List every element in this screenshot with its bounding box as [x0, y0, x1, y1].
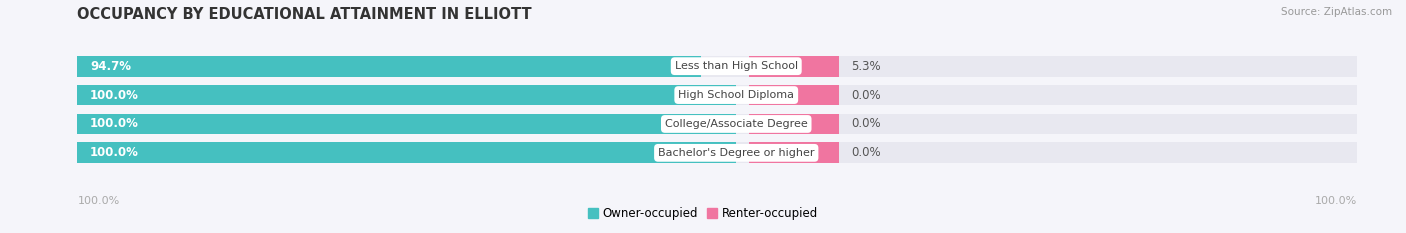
- Text: 100.0%: 100.0%: [90, 117, 139, 130]
- Bar: [77, 142, 737, 163]
- Bar: [77, 85, 737, 106]
- Text: 0.0%: 0.0%: [852, 146, 882, 159]
- Text: 0.0%: 0.0%: [852, 89, 882, 102]
- Text: 100.0%: 100.0%: [1315, 196, 1357, 206]
- Bar: [749, 56, 838, 77]
- Bar: [749, 85, 838, 106]
- Bar: [77, 113, 1357, 134]
- Bar: [749, 113, 838, 134]
- Text: 100.0%: 100.0%: [77, 196, 120, 206]
- Text: 94.7%: 94.7%: [90, 60, 131, 73]
- Text: 100.0%: 100.0%: [90, 89, 139, 102]
- Bar: [77, 56, 1357, 77]
- Text: College/Associate Degree: College/Associate Degree: [665, 119, 807, 129]
- Legend: Owner-occupied, Renter-occupied: Owner-occupied, Renter-occupied: [583, 202, 823, 225]
- Text: OCCUPANCY BY EDUCATIONAL ATTAINMENT IN ELLIOTT: OCCUPANCY BY EDUCATIONAL ATTAINMENT IN E…: [77, 7, 531, 22]
- Text: 0.0%: 0.0%: [852, 117, 882, 130]
- Bar: [77, 56, 702, 77]
- Bar: [749, 142, 838, 163]
- Text: High School Diploma: High School Diploma: [678, 90, 794, 100]
- Text: Bachelor's Degree or higher: Bachelor's Degree or higher: [658, 148, 814, 158]
- Text: 100.0%: 100.0%: [90, 146, 139, 159]
- Bar: [77, 113, 737, 134]
- Bar: [77, 142, 1357, 163]
- Text: Source: ZipAtlas.com: Source: ZipAtlas.com: [1281, 7, 1392, 17]
- Text: 5.3%: 5.3%: [852, 60, 882, 73]
- Bar: [77, 85, 1357, 106]
- Text: Less than High School: Less than High School: [675, 61, 797, 71]
